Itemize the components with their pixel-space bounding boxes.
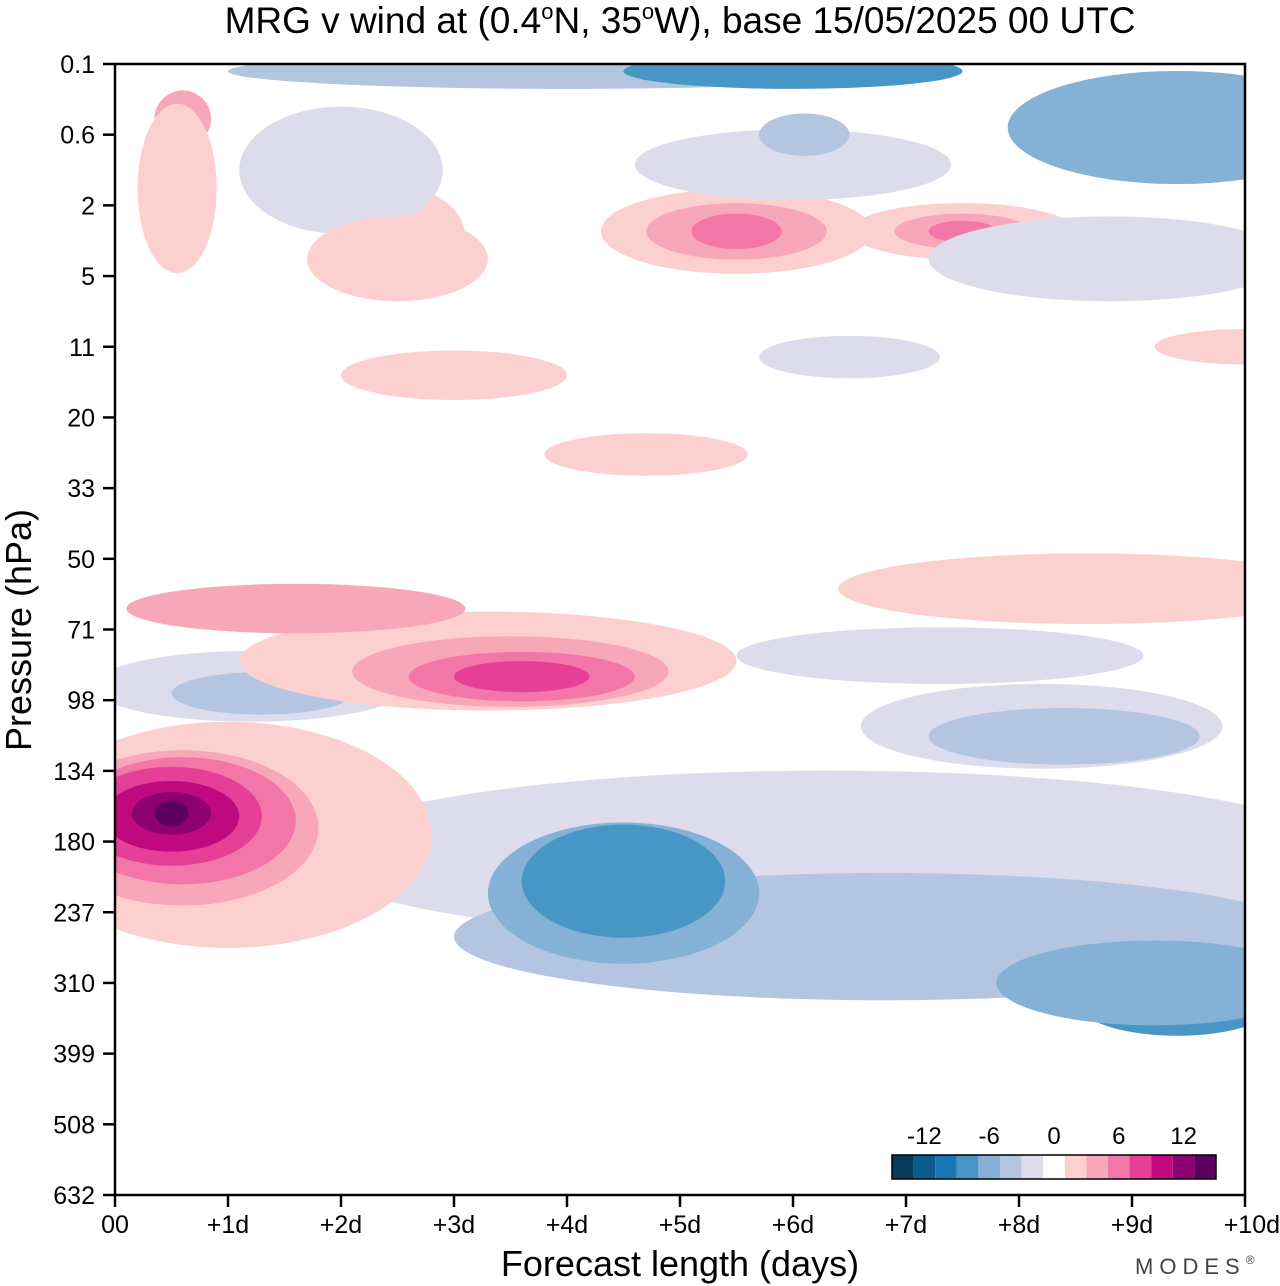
colorbar-swatch <box>1086 1155 1108 1179</box>
x-axis-label: Forecast length (days) <box>501 1243 859 1284</box>
colorbar-swatch <box>1108 1155 1130 1179</box>
y-tick-label: 98 <box>67 687 95 715</box>
colorbar-swatch <box>978 1155 1000 1179</box>
y-axis-label: Pressure (hPa) <box>0 509 39 751</box>
positive-contour <box>838 553 1245 625</box>
positive-contour <box>126 583 466 634</box>
negative-contour <box>623 64 963 89</box>
positive-contour <box>691 213 782 250</box>
y-tick-label: 237 <box>53 899 95 927</box>
x-tick-label: +4d <box>546 1211 588 1239</box>
colorbar-swatch <box>935 1155 957 1179</box>
colorbar-label: -6 <box>979 1123 1000 1150</box>
colorbar-swatch <box>1043 1155 1065 1179</box>
y-tick-label: 632 <box>53 1182 95 1210</box>
y-tick-label: 33 <box>67 475 95 503</box>
colorbar-swatch <box>1064 1155 1087 1179</box>
negative-contour <box>1007 70 1245 185</box>
y-tick-label: 508 <box>53 1111 95 1139</box>
colorbar-swatch <box>892 1155 914 1179</box>
positive-contour <box>544 433 748 476</box>
negative-contour <box>996 940 1245 1026</box>
negative-contour <box>239 106 443 234</box>
x-tick-label: +9d <box>1111 1211 1153 1239</box>
y-tick-label: 11 <box>69 334 95 362</box>
brand-logo: MODES® <box>1135 1253 1261 1279</box>
colorbar-swatch <box>1129 1155 1152 1179</box>
x-tick-label: +6d <box>772 1211 814 1239</box>
colorbar-frame <box>891 1154 1217 1180</box>
x-tick-label: +8d <box>998 1211 1040 1239</box>
positive-contour <box>454 661 590 693</box>
y-tick-label: 0.1 <box>60 51 95 79</box>
y-tick-label: 50 <box>67 546 95 574</box>
negative-contour <box>928 708 1200 765</box>
colorbar-swatch <box>1021 1155 1044 1179</box>
colorbar-label: 0 <box>1047 1123 1060 1150</box>
negative-contour <box>759 335 940 379</box>
chart-title: MRG v wind at (0.4oN, 35oW), base 15/05/… <box>225 0 1136 41</box>
x-tick-label: +7d <box>885 1211 927 1239</box>
negative-contour <box>928 216 1245 302</box>
positive-contour <box>307 216 488 302</box>
colorbar-swatch <box>956 1155 979 1179</box>
y-axis: 0.1 0.6 2 5 11 20 33 50 71 98 134 180 237 310 399 508 63… <box>53 51 115 1210</box>
colorbar-label: 6 <box>1112 1123 1125 1150</box>
positive-contour <box>137 103 217 274</box>
y-tick-label: 2 <box>81 192 95 220</box>
x-tick-label: +2d <box>320 1211 362 1239</box>
negative-contour <box>521 824 726 938</box>
x-tick-label: +5d <box>659 1211 701 1239</box>
negative-contour <box>634 129 952 201</box>
y-tick-label: 310 <box>53 970 95 998</box>
colorbar-label: 12 <box>1170 1123 1197 1150</box>
positive-contour <box>341 350 567 401</box>
y-tick-label: 180 <box>53 829 95 857</box>
negative-contour <box>759 113 850 156</box>
positive-contour <box>1154 329 1245 365</box>
y-tick-label: 0.6 <box>60 122 95 150</box>
colorbar-swatch <box>1172 1155 1195 1179</box>
negative-contour <box>736 627 1144 684</box>
y-tick-label: 134 <box>53 758 95 786</box>
colorbar-swatch <box>1000 1155 1022 1179</box>
x-tick-label: +1d <box>207 1211 249 1239</box>
y-tick-label: 20 <box>67 404 95 432</box>
y-tick-label: 399 <box>53 1041 95 1069</box>
x-tick-label: +10d <box>1224 1211 1280 1239</box>
contour-field <box>115 64 1245 1036</box>
colorbar-swatch <box>1151 1155 1173 1179</box>
positive-contour <box>154 800 189 827</box>
x-tick-label: 00 <box>101 1211 129 1239</box>
colorbar-swatch <box>913 1155 936 1179</box>
colorbar-label: -12 <box>907 1123 942 1150</box>
y-tick-label: 71 <box>67 617 95 645</box>
x-tick-label: +3d <box>433 1211 475 1239</box>
x-axis: 00 +1d +2d +3d +4d +5d +6d +7d +8d +9d +10d <box>101 1195 1280 1239</box>
colorbar: -12 -6 0 6 12 <box>891 1123 1217 1180</box>
y-tick-label: 5 <box>81 263 95 291</box>
colorbar-swatch <box>1194 1155 1216 1179</box>
